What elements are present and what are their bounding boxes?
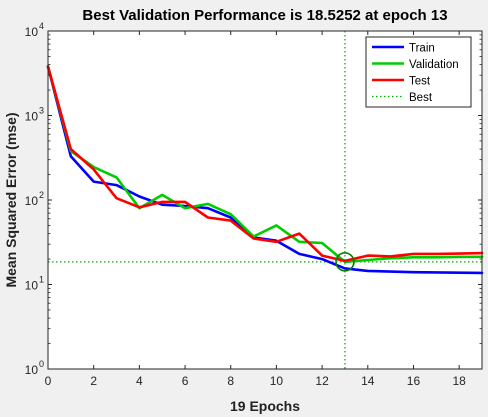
- series-line-test: [46, 65, 484, 263]
- x-tick-label: 12: [315, 374, 329, 388]
- y-tick-exponent: 1: [39, 275, 44, 285]
- best-marker-lines: [48, 31, 482, 369]
- x-tick-label: 10: [270, 374, 284, 388]
- y-tick-exponent: 3: [39, 106, 44, 116]
- x-tick-label: 18: [452, 374, 466, 388]
- legend-box: [365, 36, 472, 108]
- x-tick-label: 16: [407, 374, 421, 388]
- chart-title: Best Validation Performance is 18.5252 a…: [82, 7, 447, 24]
- best-point-marker: [335, 252, 355, 272]
- y-tick-label: 10: [25, 194, 39, 208]
- y-tick-label: 10: [25, 279, 39, 293]
- best-point-layer: [335, 252, 355, 272]
- y-tick-exponent: 4: [39, 21, 44, 31]
- y-tick-label: 10: [25, 110, 39, 124]
- x-axis-label: 19 Epochs: [230, 398, 300, 414]
- x-tick-label: 8: [227, 374, 234, 388]
- legend-label-validation: Validation: [409, 59, 459, 71]
- x-tick-label: 0: [45, 374, 52, 388]
- y-tick-label: 10: [25, 363, 39, 377]
- x-tick-label: 6: [182, 374, 189, 388]
- series-lines: [46, 65, 484, 275]
- legend-label-train: Train: [409, 43, 435, 55]
- y-tick-label: 10: [25, 25, 39, 39]
- y-tick-exponent: 2: [39, 190, 44, 200]
- y-axis-label: Mean Squared Error (mse): [3, 112, 19, 287]
- series-line-validation: [46, 65, 484, 264]
- x-tick-label: 2: [90, 374, 97, 388]
- legend: Train Validation Test Best: [365, 36, 472, 108]
- x-tick-label: 4: [136, 374, 143, 388]
- legend-label-best: Best: [409, 92, 433, 104]
- legend-label-test: Test: [409, 76, 431, 88]
- x-tick-label: 14: [361, 374, 375, 388]
- y-tick-exponent: 0: [39, 359, 44, 369]
